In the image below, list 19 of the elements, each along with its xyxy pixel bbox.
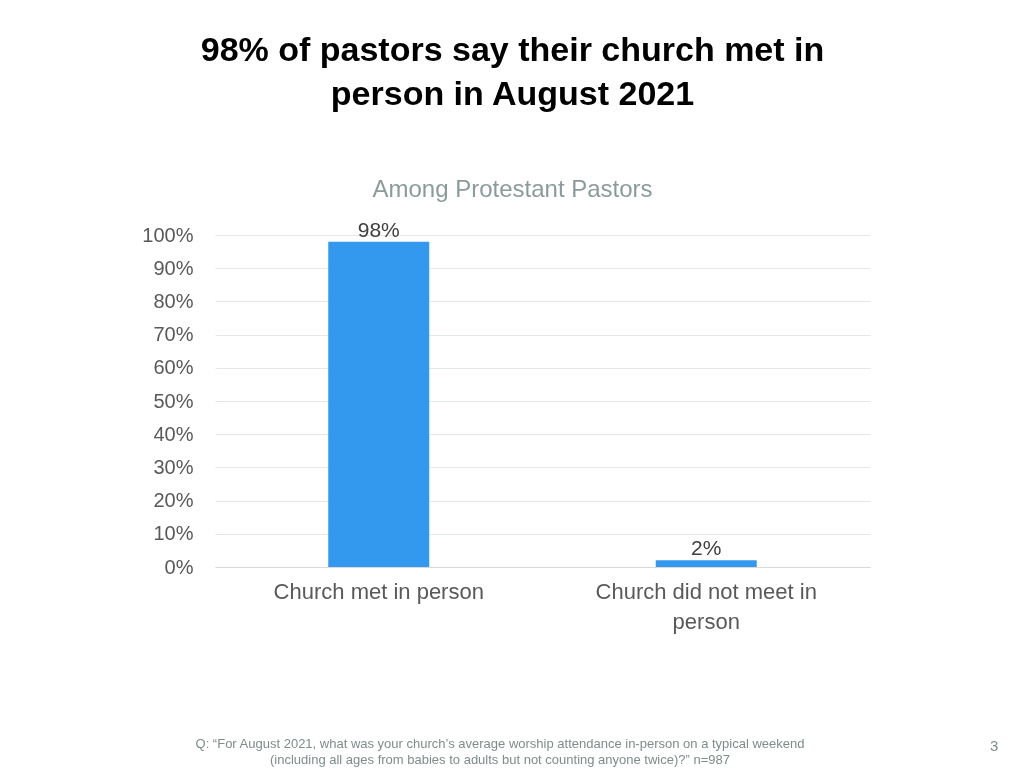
chart-title: 98% of pastors say their church met in person in August 2021 [200, 29, 825, 112]
text: Q: “For August 2021, what was your church’s average worship attendance in-person on a typical weekend (including all ages from babies to adults but not counting anyone twice)?” n=987 [194, 736, 806, 768]
y-tick-label: 70% [153, 323, 194, 346]
y-tick-label: 50% [153, 389, 194, 412]
y-tick-label: 100% [142, 223, 194, 246]
y-tick-label: 10% [153, 522, 194, 545]
x-tick-label: Church did not meet in person [595, 578, 817, 634]
text: 3 [990, 737, 999, 754]
y-tick-label: 90% [153, 256, 194, 279]
data-label: 98% [357, 217, 400, 241]
y-tick-label: 30% [153, 455, 194, 478]
data-label: 2% [691, 536, 722, 560]
x-tick-label: Church met in person [273, 578, 484, 604]
y-tick-label: 60% [153, 356, 194, 379]
y-tick-label: 80% [153, 289, 194, 312]
y-tick-label: 0% [164, 555, 194, 578]
y-tick-label: 40% [153, 422, 194, 445]
chart-subtitle: Among Protestant Pastors [372, 174, 653, 202]
y-tick-label: 20% [153, 489, 194, 512]
